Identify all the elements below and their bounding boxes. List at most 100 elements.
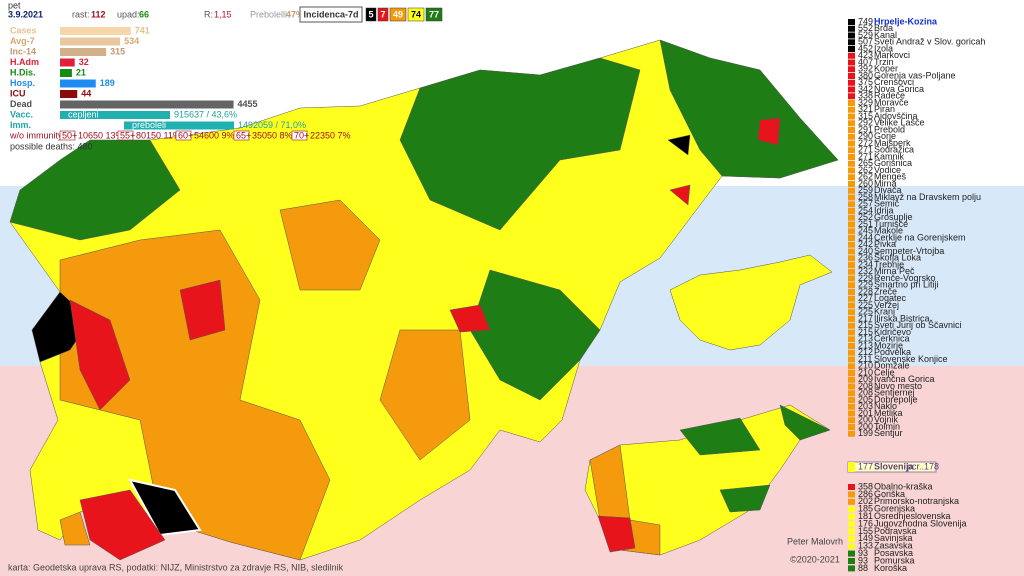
rank-value: 227 <box>858 293 873 303</box>
rank-value: 342 <box>858 84 873 94</box>
stat-label: Inc-14 <box>10 46 36 56</box>
rank-value: 260 <box>858 178 873 188</box>
age: 65+ <box>236 130 251 140</box>
rank-value: 251 <box>858 219 873 229</box>
rank-value: 211 <box>858 354 872 364</box>
region-value: 176 <box>858 518 873 528</box>
legend-swatch <box>365 7 377 22</box>
vacc-label: Vacc. <box>10 109 33 119</box>
rank-name: Grosuplje <box>874 212 913 222</box>
rank-swatch <box>848 59 855 66</box>
region-value: 149 <box>858 533 873 543</box>
age-box <box>291 130 308 141</box>
rank-name: Sveti Andraž v Slov. goricah <box>874 37 985 47</box>
rank-value: 291 <box>858 124 873 134</box>
rank-name: Naklo <box>874 401 897 411</box>
age-box <box>175 130 192 141</box>
rank-value: 236 <box>858 253 873 263</box>
rank-value: 229 <box>858 273 873 283</box>
vacc-bar <box>60 111 170 119</box>
region-swatch <box>848 535 855 542</box>
stat-bar <box>60 100 234 109</box>
rank-name: Mirna <box>874 178 897 188</box>
rank-swatch <box>848 79 855 86</box>
rank-swatch <box>848 221 855 228</box>
rank-name: Markovci <box>874 50 910 60</box>
rank-value: 272 <box>858 138 873 148</box>
rank-name: Slovenske Konjice <box>874 354 948 364</box>
rank-name: Ajdovščina <box>874 111 918 121</box>
vacc-text: 1492059 / 71,0% <box>238 120 306 130</box>
stat-bar <box>60 48 107 56</box>
stat-value: 21 <box>76 67 86 77</box>
rank-value: 225 <box>858 300 873 310</box>
rank-name: Šentjur <box>874 428 903 438</box>
rank-name: Sveti Jurij ob Ščavnici <box>874 320 962 330</box>
age-box <box>59 130 76 141</box>
region-name: Posavska <box>874 548 913 558</box>
rank-value: 315 <box>858 111 873 121</box>
prebolel: 47% <box>286 9 304 19</box>
rank-name: Brda <box>874 23 893 33</box>
rank-value: 290 <box>858 131 873 141</box>
rank-swatch <box>848 322 855 329</box>
rank-name: Turnišče <box>874 219 908 229</box>
age: 70+ <box>294 130 309 140</box>
rank-value: 200 <box>858 415 873 425</box>
rank-value: 321 <box>858 104 873 114</box>
rank-swatch <box>848 39 855 46</box>
rank-name: Kamnik <box>874 151 905 161</box>
rank-swatch <box>848 140 855 147</box>
age-box <box>233 130 250 141</box>
region-swatch <box>848 513 855 520</box>
region-swatch <box>848 506 855 513</box>
upad: 66 <box>139 9 149 19</box>
rank-value: 215 <box>858 320 873 330</box>
country-swatch <box>848 462 855 472</box>
rank-swatch <box>848 46 855 52</box>
rank-value: 392 <box>858 64 873 74</box>
rank-value: 271 <box>858 145 873 155</box>
country-value: 177 <box>858 461 873 471</box>
rank-value: 228 <box>858 286 873 296</box>
stat-bar <box>60 58 75 67</box>
region-name: Zasavska <box>874 541 913 551</box>
stat-value: 4455 <box>238 99 258 109</box>
rank-value: 552 <box>858 23 873 33</box>
rank-swatch <box>848 133 855 140</box>
rank-value: 380 <box>858 70 873 80</box>
legend-count: 49 <box>393 9 403 19</box>
rank-swatch <box>848 147 855 154</box>
vacc-label: Imm. <box>10 120 31 130</box>
rank-name: Logatec <box>874 293 907 303</box>
region-name: Primorsko-notranjska <box>874 496 959 506</box>
rank-value: 262 <box>858 172 873 182</box>
rank-value: 212 <box>858 347 873 357</box>
rank-name: Makole <box>874 226 903 236</box>
rank-value: 209 <box>858 374 873 384</box>
rank-name: Miklavž na Dravskem polju <box>874 192 981 202</box>
rank-value: 217 <box>858 313 873 323</box>
region-value: 93 <box>858 548 868 558</box>
rank-swatch <box>848 336 855 343</box>
region-value: 155 <box>858 526 873 536</box>
rank-swatch <box>848 295 855 302</box>
incidence-label: Incidenca-7d <box>303 9 358 19</box>
rast-label: rast: <box>72 9 90 19</box>
rank-swatch <box>848 167 855 174</box>
main-map <box>9 39 839 561</box>
rank-swatch <box>848 214 855 221</box>
stat-value: 32 <box>79 57 89 67</box>
rank-value: 200 <box>858 421 873 431</box>
rank-name: Kanal <box>874 30 897 40</box>
rank-name: Veržej <box>874 300 899 310</box>
rank-name: Ilirska Bistrica <box>874 313 930 323</box>
country-name: Slovenija <box>874 461 915 471</box>
source: karta: Geodetska uprava RS, podatki: NIJ… <box>8 562 344 572</box>
mini-map-regions <box>584 404 831 556</box>
rank-value: 208 <box>858 388 873 398</box>
rank-swatch <box>848 120 855 127</box>
rank-value: 258 <box>858 192 873 202</box>
region-name: Savinjska <box>874 533 913 543</box>
